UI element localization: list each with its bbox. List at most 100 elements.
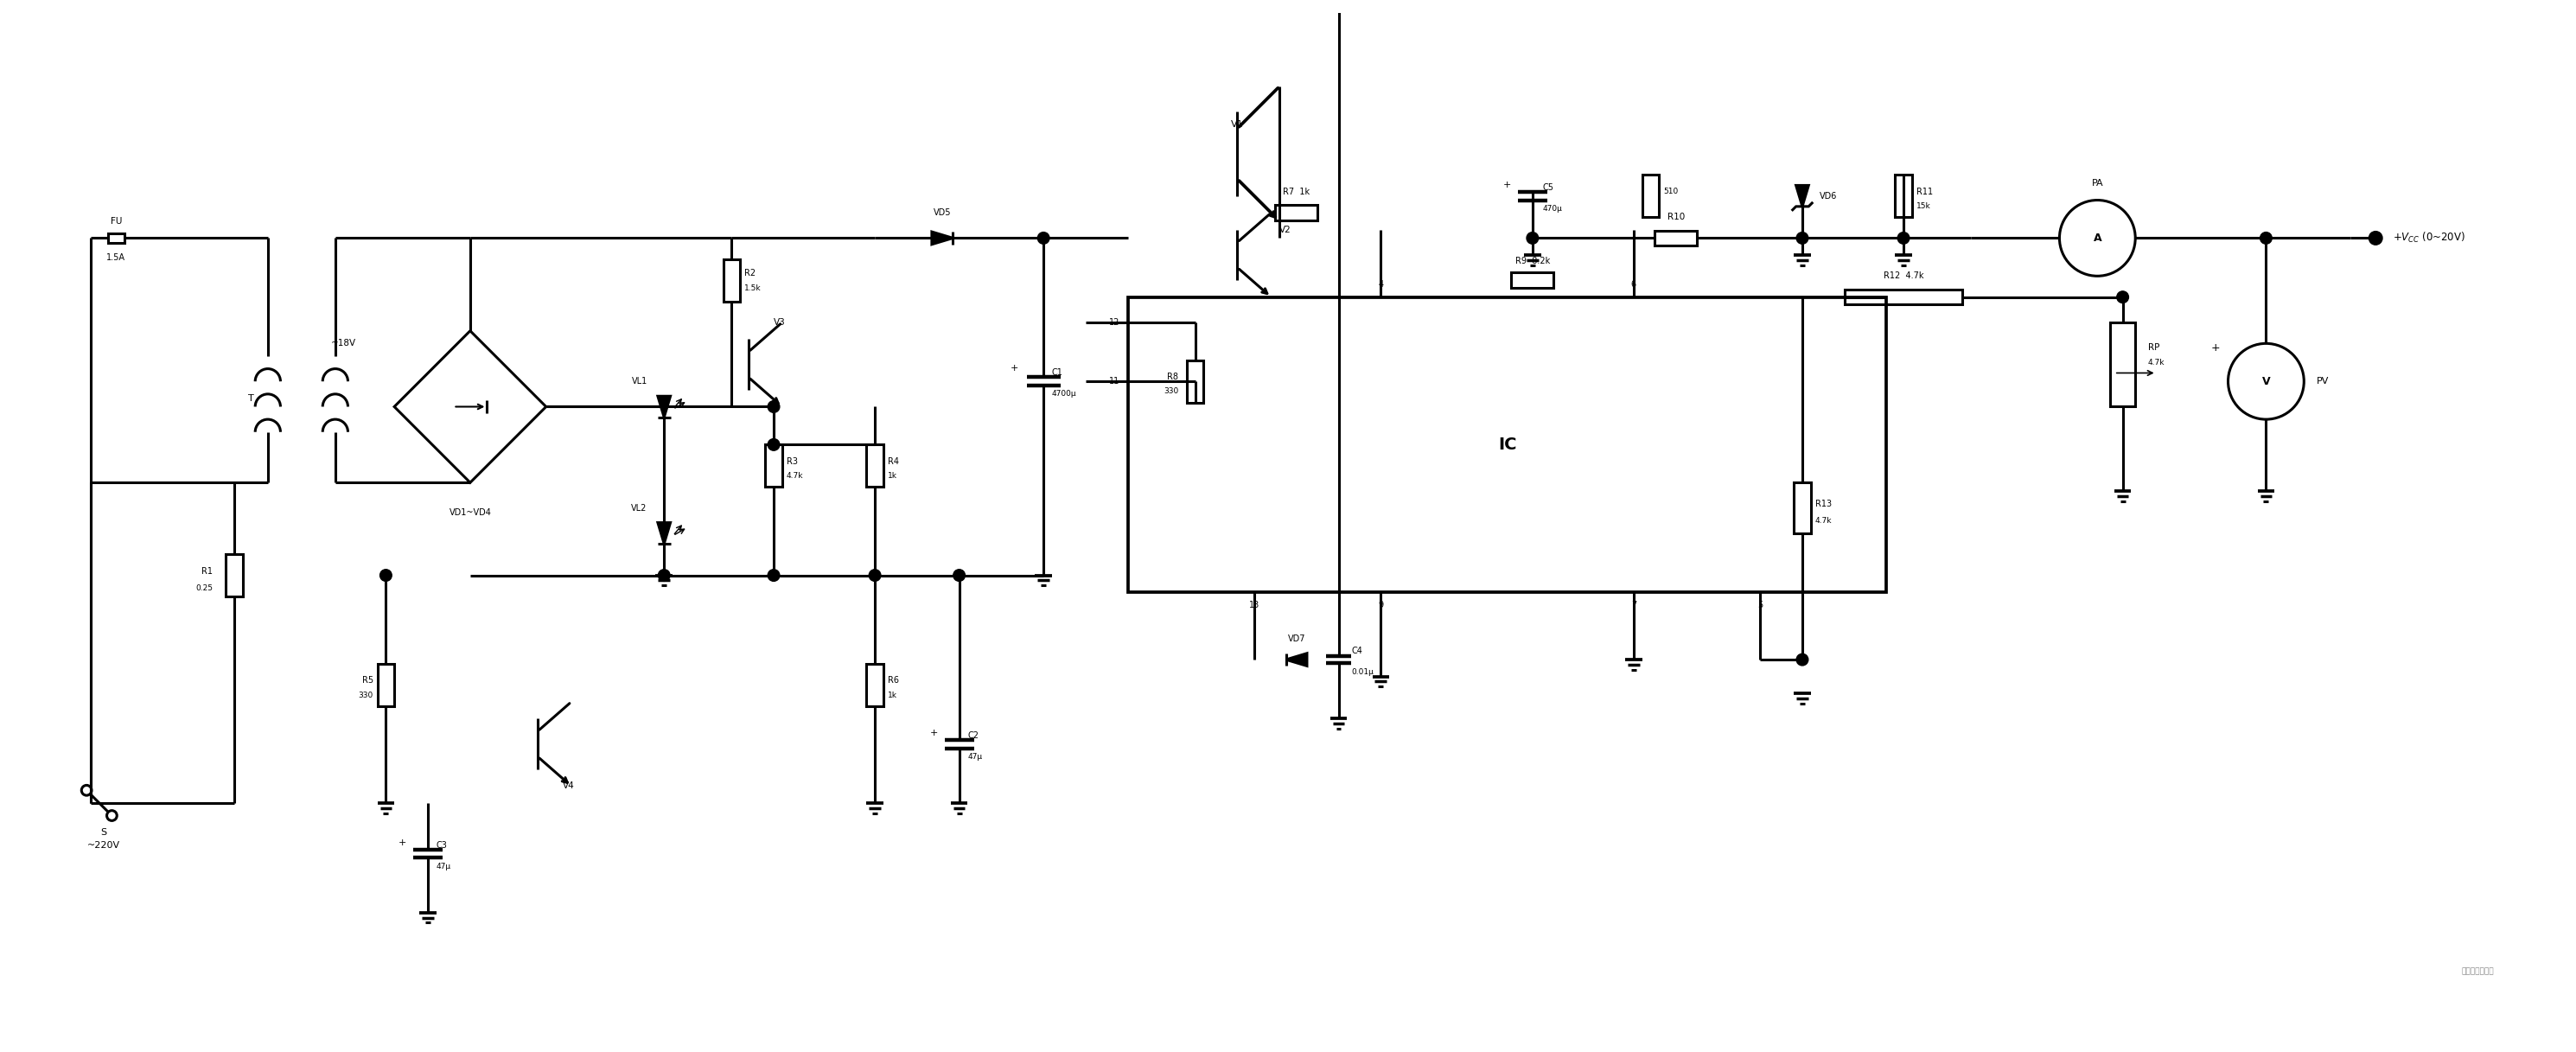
Text: 9: 9 — [1378, 601, 1383, 609]
Text: 6: 6 — [1631, 280, 1636, 288]
Text: V: V — [2262, 376, 2269, 387]
Text: R3: R3 — [786, 458, 799, 466]
Bar — [724, 259, 739, 301]
Text: R4: R4 — [889, 458, 899, 466]
Circle shape — [2117, 291, 2128, 303]
Text: VL1: VL1 — [631, 377, 647, 386]
Text: VL2: VL2 — [631, 504, 647, 512]
Bar — [1128, 297, 1886, 592]
Text: 0.01μ: 0.01μ — [1352, 668, 1373, 676]
Bar — [1793, 483, 1811, 533]
Polygon shape — [1795, 185, 1808, 206]
Text: C5: C5 — [1543, 183, 1553, 191]
Text: V3: V3 — [773, 318, 786, 327]
Text: V2: V2 — [1280, 225, 1291, 234]
Bar — [866, 664, 884, 706]
Circle shape — [768, 439, 781, 450]
Polygon shape — [1285, 653, 1306, 666]
Text: 47μ: 47μ — [969, 752, 981, 761]
Text: R6: R6 — [889, 676, 899, 685]
Text: R12  4.7k: R12 4.7k — [1883, 271, 1924, 280]
Text: 11: 11 — [1108, 377, 1121, 386]
Circle shape — [2259, 232, 2272, 244]
Circle shape — [1899, 232, 1909, 244]
Text: T: T — [247, 393, 255, 403]
Text: R2: R2 — [744, 269, 755, 278]
Text: C3: C3 — [435, 841, 448, 849]
Bar — [1512, 272, 1553, 288]
Text: C4: C4 — [1352, 647, 1363, 655]
Text: +: + — [399, 838, 407, 847]
Circle shape — [1038, 232, 1048, 244]
Text: 0.25: 0.25 — [196, 584, 214, 592]
Text: 15k: 15k — [1917, 202, 1929, 210]
Circle shape — [1795, 232, 1808, 244]
Text: 330: 330 — [1164, 387, 1177, 396]
Text: PA: PA — [2092, 179, 2102, 187]
Circle shape — [1795, 653, 1808, 666]
Text: +: + — [1010, 364, 1018, 373]
Bar — [379, 664, 394, 706]
Text: RP: RP — [2148, 343, 2159, 352]
Text: 4.7k: 4.7k — [1816, 517, 1832, 524]
Text: 47μ: 47μ — [435, 863, 451, 870]
Text: S: S — [100, 828, 106, 836]
Text: A: A — [2094, 232, 2102, 244]
Text: PV: PV — [2316, 377, 2329, 386]
Circle shape — [868, 569, 881, 581]
Bar — [1844, 289, 1963, 305]
Text: 13: 13 — [1249, 601, 1260, 609]
Text: C1: C1 — [1051, 368, 1064, 378]
Circle shape — [953, 569, 966, 581]
Text: +$V_{CC}$ (0~20V): +$V_{CC}$ (0~20V) — [2393, 231, 2465, 245]
Text: R13: R13 — [1816, 500, 1832, 508]
Circle shape — [2370, 231, 2383, 245]
Text: V4: V4 — [564, 782, 574, 790]
Text: +: + — [1502, 181, 1512, 189]
Circle shape — [1528, 232, 1538, 244]
Bar — [108, 234, 124, 243]
Text: 12: 12 — [1108, 318, 1121, 327]
Text: 330: 330 — [358, 691, 374, 699]
Bar — [1896, 175, 1911, 217]
Text: R8: R8 — [1167, 372, 1177, 382]
Polygon shape — [657, 523, 670, 544]
Text: 470μ: 470μ — [1543, 205, 1564, 213]
Text: 7: 7 — [1631, 601, 1636, 609]
Text: ~18V: ~18V — [332, 339, 355, 347]
Text: 5: 5 — [1757, 601, 1762, 609]
Bar — [227, 554, 242, 596]
Polygon shape — [933, 231, 953, 244]
Bar — [2110, 322, 2136, 407]
Text: +: + — [930, 729, 938, 737]
Bar — [765, 445, 783, 487]
Bar — [1654, 230, 1698, 246]
Bar — [1188, 361, 1203, 403]
Bar — [1641, 175, 1659, 217]
Text: 1.5k: 1.5k — [744, 285, 760, 292]
Text: VD7: VD7 — [1288, 634, 1306, 643]
Text: R11: R11 — [1917, 187, 1932, 196]
Bar — [866, 445, 884, 487]
Circle shape — [379, 569, 392, 581]
Text: C2: C2 — [969, 731, 979, 740]
Polygon shape — [657, 397, 670, 418]
Circle shape — [768, 401, 781, 412]
Text: FU: FU — [111, 217, 121, 225]
Text: ~220V: ~220V — [88, 841, 121, 849]
Text: R9  8.2k: R9 8.2k — [1515, 257, 1551, 265]
Text: 1.5A: 1.5A — [106, 254, 126, 262]
Text: R5: R5 — [361, 676, 374, 685]
Circle shape — [659, 569, 670, 581]
Text: VD6: VD6 — [1819, 191, 1837, 200]
Text: R1: R1 — [201, 567, 214, 575]
Text: 4.7k: 4.7k — [786, 472, 804, 480]
Text: V1: V1 — [1231, 120, 1244, 128]
Text: 1k: 1k — [889, 472, 896, 480]
Circle shape — [768, 569, 781, 581]
Text: +: + — [2210, 342, 2221, 353]
Text: 510: 510 — [1664, 188, 1677, 196]
Text: IC: IC — [1497, 437, 1517, 452]
Text: VD1~VD4: VD1~VD4 — [448, 508, 492, 517]
Text: R10: R10 — [1667, 213, 1685, 221]
